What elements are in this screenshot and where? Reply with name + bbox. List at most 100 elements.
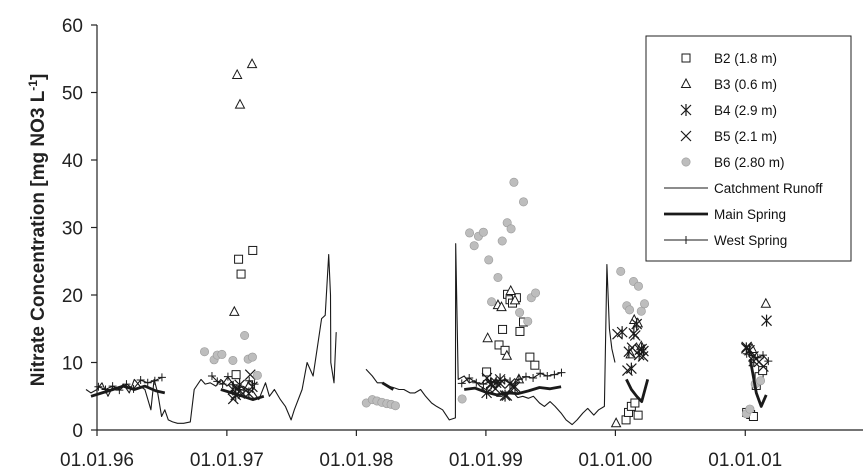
data-point [236,269,246,279]
y-tick-label: 20 [62,286,83,307]
data-point [753,353,762,362]
data-point [248,245,258,255]
data-point [482,367,492,377]
x-tick-label: 01.01.97 [190,450,264,471]
data-point [745,404,755,414]
data-point [625,362,637,375]
data-point [234,254,244,264]
y-tick-label: 60 [62,16,83,37]
y-axis-title-close: ] [28,74,49,80]
x-tick-label: 01.01.96 [60,450,134,471]
data-point [631,318,643,331]
data-point [129,384,138,393]
data-point [218,380,227,389]
data-point [550,370,559,379]
data-point [247,352,257,362]
data-point [457,379,466,388]
series-catchment-runoff [85,243,616,426]
legend-label: Main Spring [714,207,786,222]
data-point [244,369,256,381]
data-point [505,284,517,295]
data-point [616,326,628,339]
legend-box [645,35,852,262]
data-point [757,361,769,372]
data-point [228,305,240,316]
data-point [622,365,633,377]
y-tick-label: 0 [72,421,83,442]
data-point [543,372,552,380]
data-point [638,345,649,358]
data-point [157,373,166,382]
data-point [612,328,623,340]
y-axis-title-unit-exp: -1 [26,80,40,91]
y-tick-label: 50 [62,84,83,105]
data-point [150,376,159,385]
data-point [228,355,238,365]
data-point [610,417,622,428]
x-tick-label: 01.01.01 [708,450,782,471]
data-point [472,378,481,387]
data-point [217,349,227,359]
data-point [509,177,519,187]
legend-swatch [681,53,691,63]
data-point [234,98,246,109]
data-point [625,305,635,315]
data-point [484,255,494,265]
legend-label: B3 (0.6 m) [714,77,777,92]
y-tick-label: 10 [62,354,83,375]
data-point [515,308,525,318]
data-point [479,380,488,389]
data-point [748,351,757,360]
data-point [207,372,216,380]
legend-swatch [681,157,691,167]
data-point [486,377,495,386]
data-point [536,369,545,378]
axes: 0 10 20 30 40 50 60 01.01.96 01.01.97 01.01.98 01.… [60,16,863,471]
legend-label: West Spring [714,233,787,248]
data-point [639,299,649,309]
data-point [234,385,243,394]
data-point [213,377,222,386]
legend-label: Catchment Runoff [714,181,823,196]
legend-swatch [680,130,692,142]
data-point [633,281,643,291]
series-line [625,378,650,403]
data-point [507,380,516,389]
data-point [634,344,646,356]
data-point [626,342,638,354]
series-b2-1-8-m- [231,245,768,425]
data-point [496,301,507,312]
data-point [629,330,641,341]
data-point [630,398,640,408]
legend-label: B5 (2.1 m) [714,129,777,144]
data-point [514,375,523,384]
legend-swatch-marker [682,236,690,244]
data-point [494,340,504,350]
series-line [98,376,163,391]
data-point [756,376,766,386]
data-point [636,306,646,316]
data-point [497,236,507,246]
data-point [529,374,538,383]
data-point [761,314,772,327]
series-line [748,358,768,408]
data-point [498,324,508,334]
data-point [487,297,497,307]
data-point [509,294,521,305]
data-point [493,272,503,282]
data-point [246,58,258,69]
data-point [530,360,540,370]
legend: B2 (1.8 m) B3 (0.6 m) B4 (2.9 m) B5 (2.1 m)… [645,35,852,262]
data-point [519,197,529,207]
data-point [557,368,566,377]
data-point [506,224,516,234]
data-point [245,376,254,385]
series-west-spring [94,349,773,395]
data-point [94,382,103,391]
x-tick-label: 01.01.00 [578,450,652,471]
data-point [616,266,626,276]
data-point [101,385,110,394]
legend-swatch [680,77,692,88]
data-point [231,68,243,79]
